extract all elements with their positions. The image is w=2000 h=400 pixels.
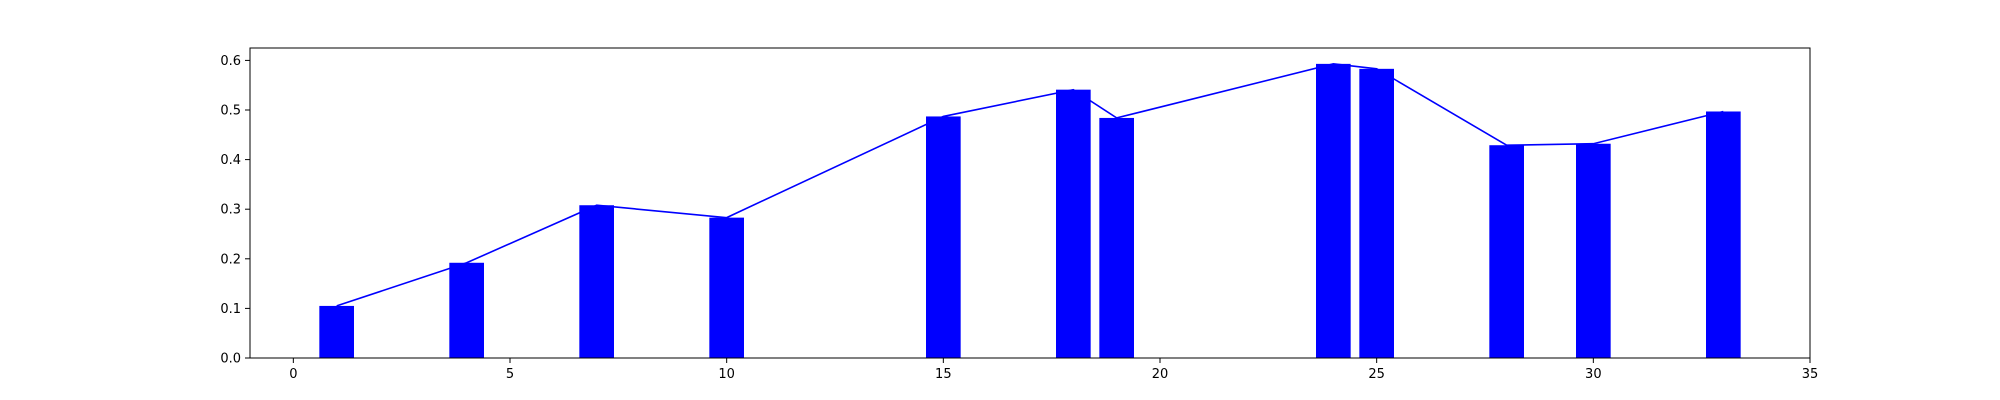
x-tick-label-0: 0 xyxy=(289,367,297,382)
y-axis-ticks: 0.0 0.1 0.2 0.3 0.4 0.5 0.6 xyxy=(220,54,250,367)
bar-25 xyxy=(1359,68,1394,358)
y-tick-label-0: 0.0 xyxy=(220,352,241,367)
bar-33 xyxy=(1706,111,1741,358)
bar-28 xyxy=(1489,145,1524,358)
line-layer xyxy=(336,63,1724,307)
x-tick-label-15: 15 xyxy=(935,367,952,382)
y-tick-label-2: 0.2 xyxy=(220,252,241,267)
bar-7 xyxy=(579,205,614,358)
bar-30 xyxy=(1576,143,1611,358)
bar-10 xyxy=(709,217,744,358)
bar-18 xyxy=(1056,89,1091,358)
bar-15 xyxy=(926,116,961,358)
y-tick-label-1: 0.1 xyxy=(220,302,241,317)
x-tick-label-25: 25 xyxy=(1368,367,1385,382)
bars-layer xyxy=(319,63,1741,358)
bar-24 xyxy=(1316,63,1351,358)
x-axis-ticks: 0 5 10 15 20 25 30 35 xyxy=(289,358,1818,382)
x-tick-label-10: 10 xyxy=(718,367,735,382)
series-line xyxy=(336,63,1724,307)
y-tick-label-6: 0.6 xyxy=(220,54,241,69)
x-tick-label-20: 20 xyxy=(1152,367,1169,382)
y-tick-label-3: 0.3 xyxy=(220,203,241,218)
bar-19 xyxy=(1099,117,1134,358)
x-tick-label-5: 5 xyxy=(506,367,514,382)
x-tick-label-30: 30 xyxy=(1585,367,1602,382)
y-tick-label-5: 0.5 xyxy=(220,104,241,119)
bar-4 xyxy=(449,262,484,358)
y-tick-label-4: 0.4 xyxy=(220,153,241,168)
bar-1 xyxy=(319,305,354,358)
x-tick-label-35: 35 xyxy=(1802,367,1819,382)
axes-frame xyxy=(249,47,1811,359)
